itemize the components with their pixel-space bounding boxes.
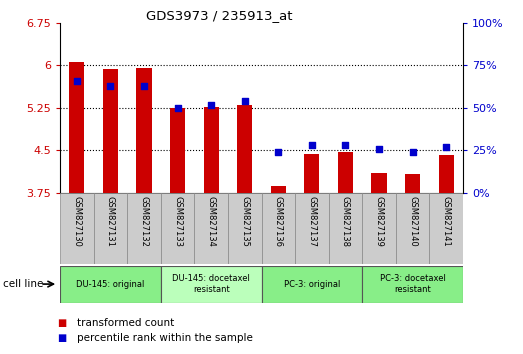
Text: GSM827139: GSM827139 (374, 196, 383, 247)
Bar (127, 193, 161, 264)
Bar (94, 193, 127, 264)
Bar (103, 69, 118, 193)
Text: ■: ■ (58, 333, 67, 343)
Point (241, 98, 249, 104)
Bar (262, 266, 362, 303)
Bar (161, 193, 195, 264)
Bar (170, 108, 185, 193)
Bar (237, 104, 252, 193)
Text: GSM827138: GSM827138 (341, 196, 350, 247)
Text: ■: ■ (58, 318, 67, 328)
Bar (438, 155, 453, 193)
Point (174, 105, 182, 111)
Text: GSM827137: GSM827137 (308, 196, 316, 247)
Point (442, 144, 450, 150)
Point (106, 83, 115, 89)
Point (341, 143, 349, 148)
Bar (137, 68, 152, 193)
Text: GSM827135: GSM827135 (240, 196, 249, 247)
Text: GSM827132: GSM827132 (140, 196, 149, 247)
Text: GSM827130: GSM827130 (72, 196, 82, 247)
Text: DU-145: original: DU-145: original (76, 280, 145, 289)
Bar (60, 266, 161, 303)
Bar (304, 154, 320, 193)
Bar (60, 193, 94, 264)
Text: GDS3973 / 235913_at: GDS3973 / 235913_at (146, 9, 293, 22)
Bar (338, 152, 353, 193)
Bar (271, 185, 286, 193)
Point (408, 149, 417, 155)
Bar (262, 193, 295, 264)
Text: percentile rank within the sample: percentile rank within the sample (77, 333, 253, 343)
Text: PC-3: original: PC-3: original (283, 280, 340, 289)
Point (207, 102, 215, 107)
Point (73, 78, 81, 84)
Bar (362, 266, 463, 303)
Bar (195, 193, 228, 264)
Text: PC-3: docetaxel
resistant: PC-3: docetaxel resistant (380, 274, 446, 294)
Point (140, 83, 148, 89)
Text: GSM827141: GSM827141 (441, 196, 451, 247)
Bar (228, 193, 262, 264)
Text: GSM827136: GSM827136 (274, 196, 283, 247)
Text: transformed count: transformed count (77, 318, 175, 328)
Text: GSM827134: GSM827134 (207, 196, 215, 247)
Bar (161, 266, 262, 303)
Bar (429, 193, 463, 264)
Bar (328, 193, 362, 264)
Bar (405, 174, 420, 193)
Text: GSM827140: GSM827140 (408, 196, 417, 247)
Text: GSM827133: GSM827133 (173, 196, 182, 247)
Bar (396, 193, 429, 264)
Bar (371, 173, 386, 193)
Text: GSM827131: GSM827131 (106, 196, 115, 247)
Text: DU-145: docetaxel
resistant: DU-145: docetaxel resistant (172, 274, 250, 294)
Bar (203, 107, 219, 193)
Bar (295, 193, 328, 264)
Bar (70, 62, 85, 193)
Point (375, 146, 383, 152)
Bar (362, 193, 396, 264)
Text: cell line: cell line (3, 279, 43, 289)
Point (308, 143, 316, 148)
Point (274, 149, 282, 155)
